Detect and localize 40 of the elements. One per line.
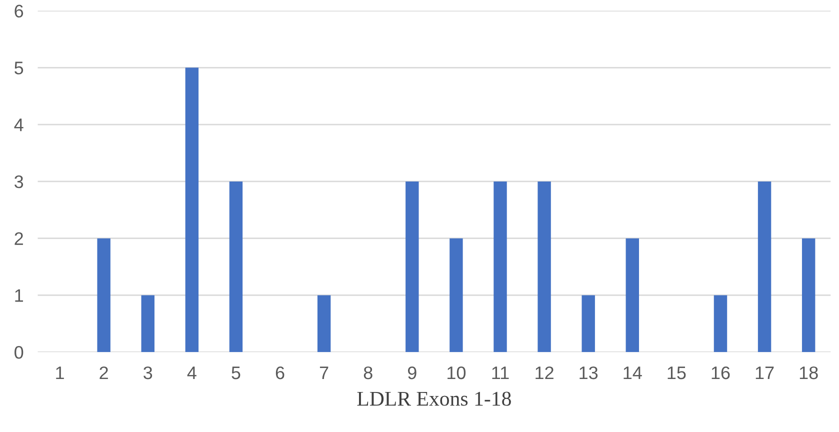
bar bbox=[494, 181, 507, 352]
x-tick-label: 18 bbox=[800, 366, 818, 380]
x-tick-label: 5 bbox=[232, 366, 240, 380]
y-tick-label: 4 bbox=[14, 118, 24, 132]
y-tick-label: 0 bbox=[14, 346, 24, 359]
y-tick-label: 1 bbox=[15, 289, 23, 302]
bar bbox=[229, 181, 243, 352]
y-tick-label: 3 bbox=[14, 175, 24, 188]
bar bbox=[406, 181, 419, 352]
x-tick-label: 4 bbox=[187, 366, 196, 380]
x-tick-label: 3 bbox=[144, 366, 152, 380]
x-tick-label: 2 bbox=[100, 366, 108, 380]
x-tick-label: 13 bbox=[580, 366, 598, 380]
x-tick-label: 8 bbox=[364, 366, 372, 380]
bar bbox=[185, 68, 199, 352]
bar bbox=[802, 238, 816, 352]
x-tick-label: 16 bbox=[712, 366, 730, 380]
bar bbox=[582, 295, 595, 352]
x-tick-label: 10 bbox=[448, 366, 466, 380]
x-tick-label: 12 bbox=[536, 366, 554, 380]
x-tick-label: 14 bbox=[624, 366, 642, 380]
bar bbox=[141, 295, 154, 352]
bar bbox=[317, 295, 331, 352]
bar bbox=[97, 238, 110, 352]
bar bbox=[758, 181, 772, 352]
x-tick-label: 7 bbox=[320, 366, 328, 380]
x-tick-label: 11 bbox=[492, 366, 509, 380]
bar bbox=[626, 238, 640, 352]
y-tick-label: 2 bbox=[14, 232, 23, 245]
x-tick-label: 6 bbox=[276, 366, 284, 380]
bar bbox=[538, 181, 551, 352]
x-tick-label: 15 bbox=[668, 366, 686, 380]
y-tick-label: 5 bbox=[14, 62, 24, 74]
x-tick-label: 1 bbox=[56, 366, 64, 380]
bar bbox=[450, 238, 463, 352]
x-axis-title: LDLR Exons 1-18 bbox=[357, 392, 511, 406]
bar bbox=[714, 295, 728, 352]
x-tick-label: 9 bbox=[408, 366, 416, 380]
x-tick-label: 17 bbox=[756, 366, 774, 380]
y-tick-label: 6 bbox=[14, 4, 24, 18]
